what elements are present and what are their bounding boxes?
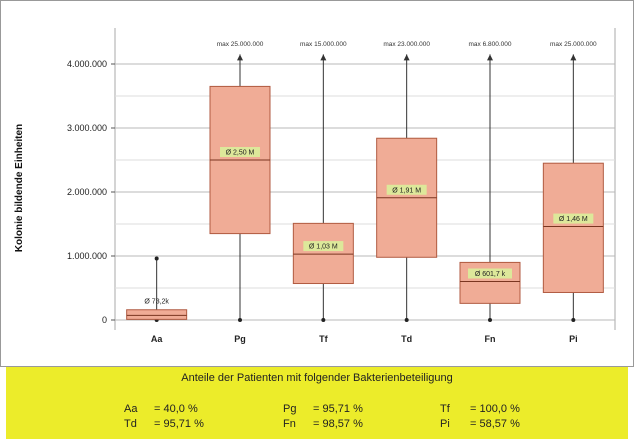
panel-title: Anteile der Patienten mit folgender Bakt… [181, 372, 453, 384]
whisker-arrow [237, 54, 243, 61]
share-key: Tf [440, 403, 450, 415]
chart-frame [0, 0, 634, 367]
whisker-min-dot [404, 318, 409, 322]
box-pg: Ø 2,50 M max 25.000.000 Pg [209, 41, 271, 344]
median-label: Ø 601,7 k [475, 271, 506, 278]
x-category-label: Fn [485, 334, 496, 344]
share-key: Aa [124, 403, 138, 415]
share-key: Fn [283, 418, 296, 430]
share-value: = 95,71 % [154, 418, 204, 430]
x-category-label: Aa [151, 334, 163, 344]
box-body [292, 222, 354, 285]
median-label: Ø 73,2k [144, 298, 169, 305]
max-label: max 25.000.000 [217, 41, 264, 48]
box-tf: Ø 1,03 M max 15.000.000 Tf [292, 41, 354, 344]
x-category-label: Pi [569, 334, 578, 344]
median-label-bg [386, 184, 427, 195]
share-key: Td [124, 418, 137, 430]
median-label-bg [303, 241, 344, 252]
x-category-label: Tf [319, 334, 328, 344]
x-category-label: Td [401, 334, 412, 344]
median-label-bg [468, 268, 512, 279]
box-aa: Ø 73,2k Aa [126, 256, 188, 344]
share-pg: Pg = 95,71 % [283, 403, 363, 415]
y-tick-label: 4.000.000 [67, 59, 107, 69]
median-label-bg [553, 213, 594, 224]
share-fn: Fn = 98,57 % [283, 418, 363, 430]
whisker-min-dot [321, 318, 326, 322]
whisker-top-dot [154, 256, 159, 261]
whisker-arrow [487, 54, 493, 61]
patient-share-panel: Anteile der Patienten mit folgender Bakt… [6, 367, 628, 439]
whisker-arrow [403, 54, 410, 61]
box-fn: Ø 601,7 k max 6.800.000 Fn [459, 41, 521, 344]
median-label: Ø 1,91 M [392, 187, 421, 194]
share-key: Pg [283, 403, 297, 415]
share-value: = 95,71 % [313, 403, 363, 415]
whisker-min-dot [488, 318, 492, 322]
box-plot-chart: Kolonie bildende Einheiten 0 1.000.000 2.0… [0, 0, 634, 367]
max-label: max 25.000.000 [550, 41, 597, 48]
box-body [542, 162, 604, 293]
median-label: Ø 1,46 M [559, 216, 588, 223]
median-label-bg [220, 147, 260, 157]
share-value: = 58,57 % [470, 418, 520, 430]
whisker-arrow [570, 54, 577, 61]
boxes: Ø 73,2k Aa Ø 2,50 M max 25.000.000 Pg Ø 1,03 … [126, 41, 604, 344]
box-body [126, 309, 188, 320]
share-pi: Pi = 58,57 % [440, 418, 520, 430]
y-axis-ticks: 0 1.000.000 2.000.000 3.000.000 4.000.000 [67, 59, 115, 325]
share-tf: Tf = 100,0 % [440, 403, 520, 415]
max-label: max 23.000.000 [383, 41, 430, 48]
whisker-min-dot [571, 318, 576, 322]
whisker-arrow [320, 54, 327, 61]
max-label: max 15.000.000 [300, 41, 347, 48]
box-td: Ø 1,91 M max 23.000.000 Td [376, 41, 438, 344]
share-td: Td = 95,71 % [124, 418, 204, 430]
median-label: Ø 2,50 M [226, 150, 255, 157]
gridlines [114, 28, 616, 330]
y-tick-label: 2.000.000 [67, 187, 107, 197]
share-value: = 98,57 % [313, 418, 363, 430]
y-axis-label: Kolonie bildende Einheiten [14, 124, 25, 252]
y-tick-label: 1.000.000 [67, 251, 107, 261]
max-label: max 6.800.000 [468, 41, 511, 48]
box-pi: Ø 1,46 M max 25.000.000 Pi [542, 41, 604, 344]
y-tick-label: 0 [102, 315, 107, 325]
share-value: = 100,0 % [470, 403, 520, 415]
x-category-label: Pg [234, 334, 246, 344]
share-key: Pi [440, 418, 450, 430]
median-label: Ø 1,03 M [309, 244, 338, 251]
share-value: = 40,0 % [154, 403, 198, 415]
whisker-min-dot [238, 318, 242, 322]
share-aa: Aa = 40,0 % [124, 403, 198, 415]
y-tick-label: 3.000.000 [67, 123, 107, 133]
